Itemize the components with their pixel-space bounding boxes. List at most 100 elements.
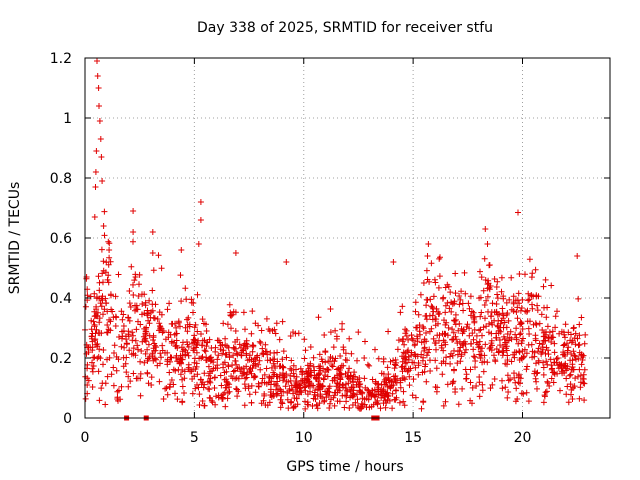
data-point [560,342,567,349]
data-point [528,292,535,298]
data-point [349,392,356,399]
data-point [137,358,144,365]
data-point [484,285,491,292]
data-point [516,349,523,356]
data-point [315,371,322,378]
data-point [294,401,301,408]
data-point [245,383,252,390]
data-point [575,373,581,380]
data-point [414,335,421,342]
data-point [323,394,330,401]
data-point [162,385,169,392]
data-point [512,297,519,304]
data-point [149,307,156,314]
data-point [99,178,106,184]
data-point [521,353,527,360]
data-point [114,388,121,395]
data-point [274,390,281,397]
data-point [494,295,501,302]
data-point [147,314,154,321]
data-point [243,363,250,370]
data-point [430,293,437,300]
data-point [123,336,130,343]
data-point [399,303,406,310]
data-point [90,354,97,361]
data-point [236,341,243,348]
data-point [529,348,536,355]
data-point [274,358,281,365]
data-point [429,304,436,311]
data-point [322,359,329,366]
data-point [544,304,551,311]
data-point [538,311,545,318]
data-point [454,360,461,367]
data-point [175,318,182,325]
data-point [443,319,450,326]
data-point [503,299,510,306]
data-point [523,389,530,396]
data-point [304,371,311,378]
data-point [134,306,141,313]
data-point [263,315,270,322]
data-point [399,353,406,360]
data-point [203,328,210,334]
data-point [551,349,558,356]
data-point [240,370,247,377]
data-point [436,255,443,262]
data-point [201,370,208,377]
data-point [569,357,576,364]
data-point [241,381,248,388]
data-point [362,384,369,391]
data-point [326,405,333,411]
data-point [143,324,150,331]
data-point [279,356,286,363]
data-point [535,348,541,355]
data-point [256,357,263,364]
y-tick-label: 0.6 [50,231,72,247]
data-point [158,265,165,272]
data-point [95,85,102,91]
data-point [177,323,183,330]
data-point [381,378,388,385]
data-point [339,392,346,399]
data-point [171,339,177,346]
data-point [302,405,309,412]
data-point [128,263,135,270]
data-point [478,309,485,316]
data-point [130,332,136,339]
data-point [273,386,279,393]
data-point [517,330,524,337]
data-point [149,350,156,357]
data-point [387,358,394,365]
data-point [305,365,312,372]
data-point [184,341,191,348]
data-point [473,383,480,389]
data-point [493,334,499,341]
data-point [512,379,519,386]
data-point [405,347,412,354]
data-point [397,309,404,316]
data-point [167,354,174,361]
x-axis-title: GPS time / hours [286,459,403,475]
data-point [457,296,464,303]
data-point [522,308,529,315]
data-point [131,277,138,284]
data-point [164,358,171,365]
data-point [189,376,196,382]
data-point [126,300,133,307]
data-point [160,328,167,334]
data-point [387,385,394,392]
data-point [181,390,187,396]
data-point [98,385,105,392]
data-point [540,371,547,378]
data-point [451,317,457,324]
data-point [535,345,542,352]
data-point [510,300,517,307]
data-point [405,356,412,363]
data-point [226,353,233,360]
data-point [90,318,97,325]
data-point [107,318,114,325]
data-point [130,238,136,245]
y-tick-label: 0 [63,411,72,427]
data-point [504,372,511,379]
